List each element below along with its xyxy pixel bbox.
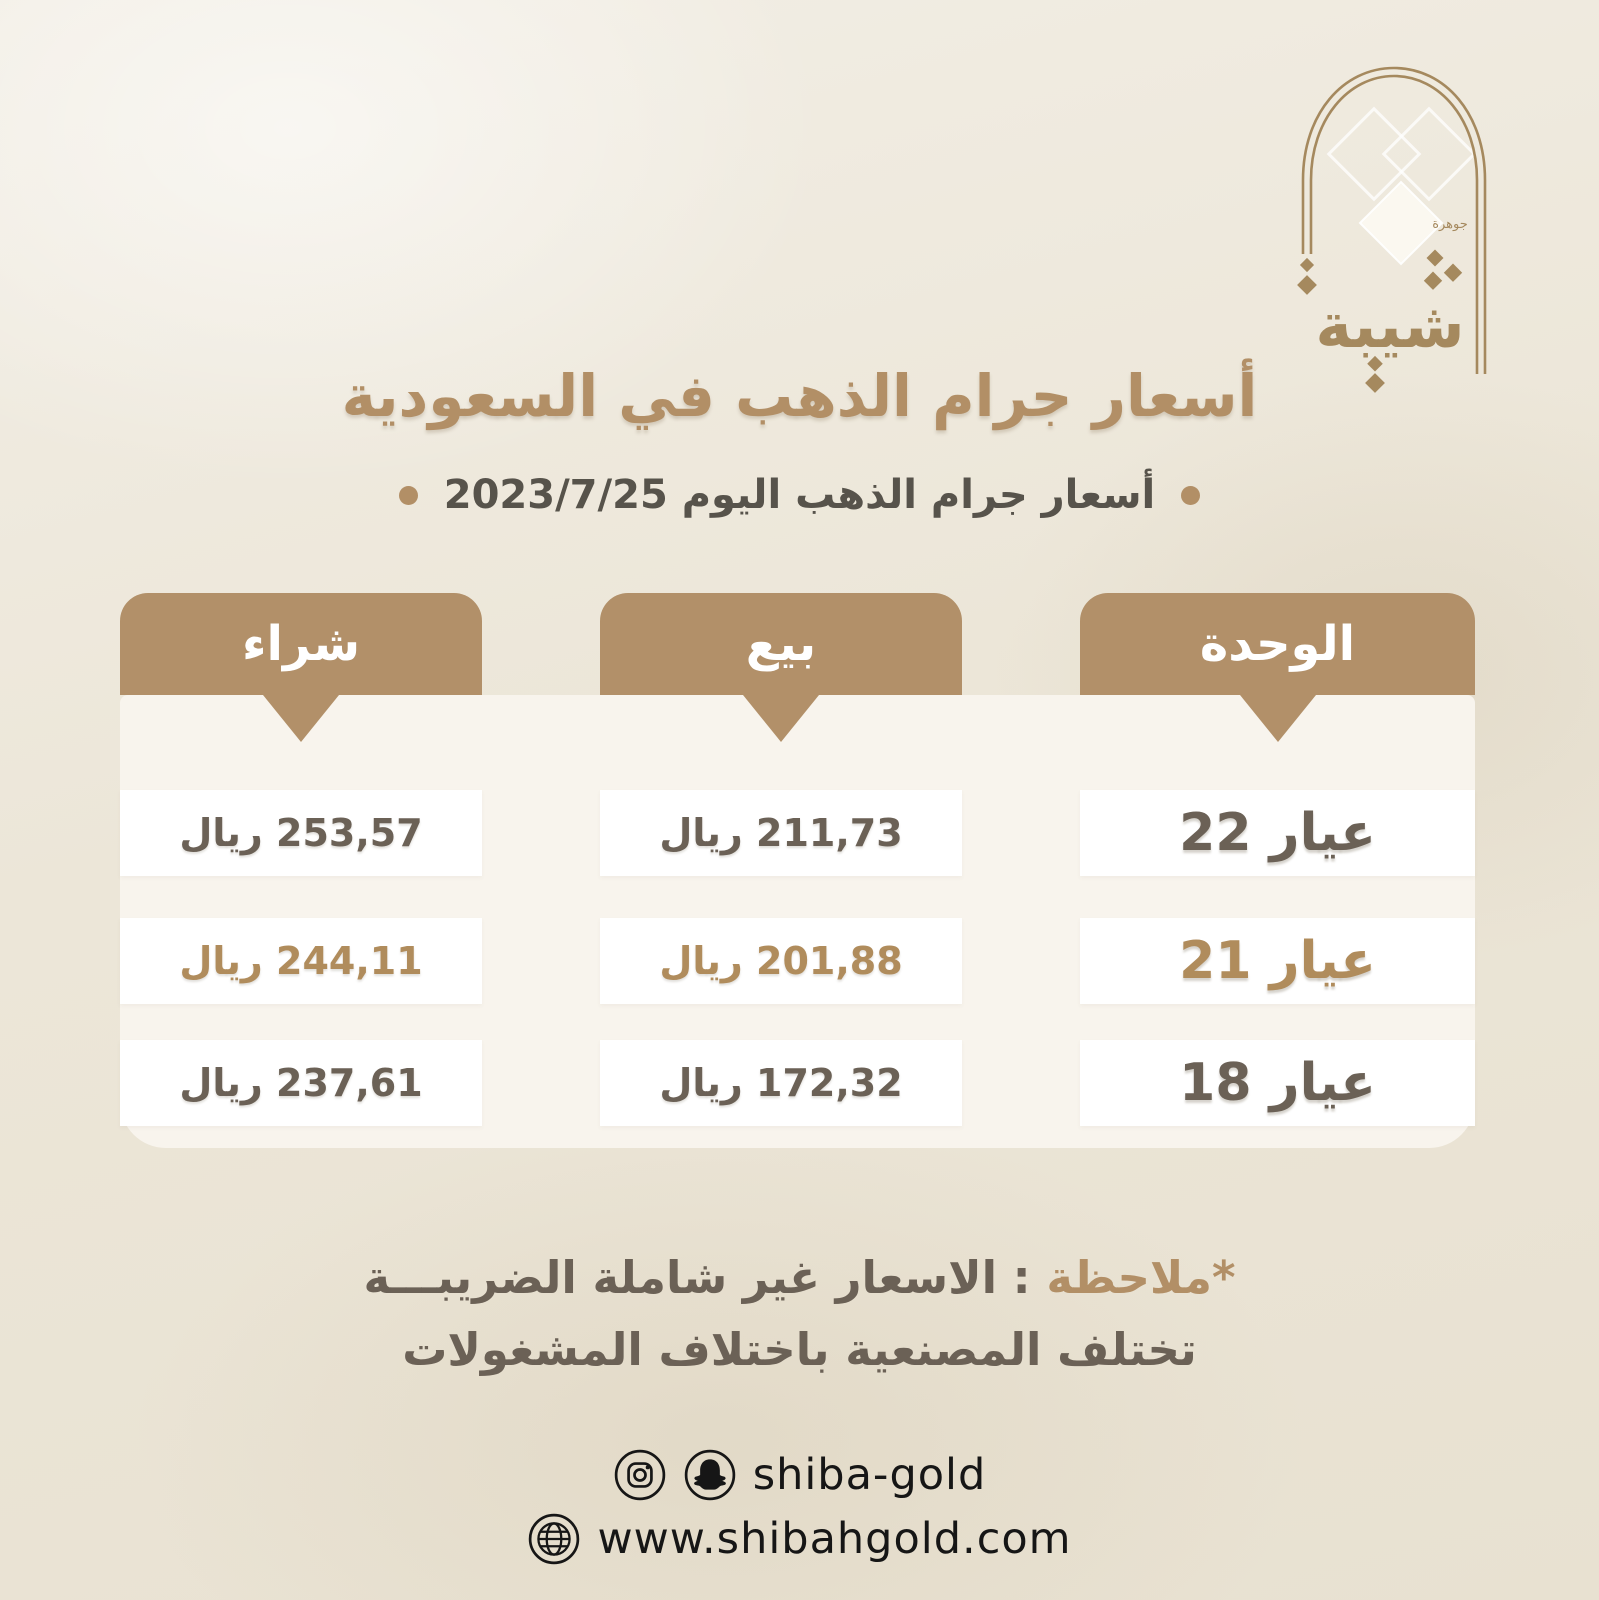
table-cell-sell-21k: 201,88 ريال [600,918,962,1004]
shiba-gold-logo: جوهرة شيبة [1287,42,1501,394]
globe-icon [529,1513,580,1565]
table-cell-unit-21k: عيار 21 [1080,918,1475,1004]
logo-brand-word: شيبة [1315,289,1464,362]
table-cell-sell-18k: 172,32 ريال [600,1040,962,1126]
logo-tagline: جوهرة [1432,217,1468,232]
page-title: أسعار جرام الذهب في السعودية [341,362,1258,430]
table-cell-buy-18k: 237,61 ريال [120,1040,482,1126]
table-cell-buy-22k: 253,57 ريال [120,790,482,876]
table-cell-buy-21k: 244,11 ريال [120,918,482,1004]
column-header-unit: الوحدة [1080,593,1475,695]
subtitle-text: أسعار جرام الذهب اليوم 2023/7/25 [443,472,1156,518]
snapchat-icon [684,1449,735,1501]
bullet-icon [1181,485,1201,505]
website-row: www.shibahgold.com [0,1512,1599,1566]
table-cell-unit-22k: عيار 22 [1080,790,1475,876]
logo-arch-graphic: جوهرة شيبة [1297,66,1487,393]
note-label: *ملاحظة [1046,1251,1236,1304]
instagram-icon [614,1449,665,1501]
table-cell-unit-18k: عيار 18 [1080,1040,1475,1126]
column-header-buy: شراء [120,593,482,695]
table-cell-sell-22k: 211,73 ريال [600,790,962,876]
note-line2: تختلف المصنعية باختلاف المشغولات [402,1323,1197,1376]
column-header-sell: بيع [600,593,962,695]
page-subtitle: أسعار جرام الذهب اليوم 2023/7/25 [0,472,1599,518]
note-line1: : الاسعار غير شاملة الضريبـــة [363,1251,1047,1304]
social-handle: shiba-gold [752,1450,987,1500]
social-row: shiba-gold [0,1448,1599,1502]
gold-price-table: الوحدة بيع شراء عيار 22 211,73 ريال 253,… [120,593,1475,1153]
tax-note: *ملاحظة : الاسعار غير شاملة الضريبـــة ت… [0,1242,1599,1386]
website-url: www.shibahgold.com [597,1514,1072,1564]
bullet-icon [398,485,418,505]
